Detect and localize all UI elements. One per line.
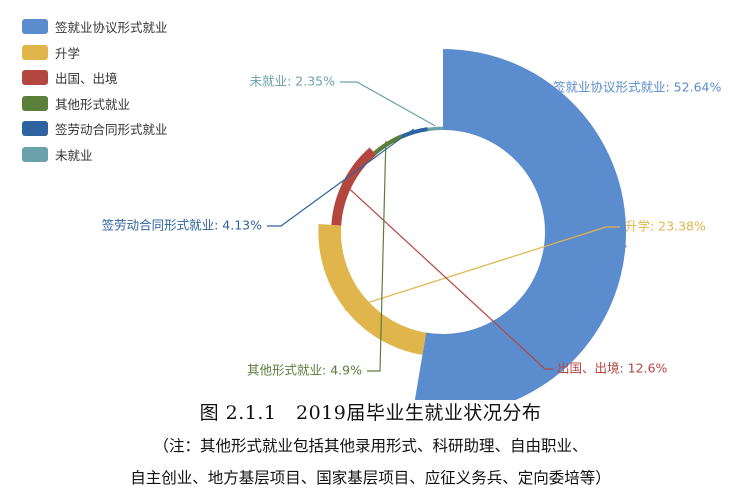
data-label-slice-5: 签劳动合同形式就业: 4.13% <box>102 218 263 233</box>
leader-line-slice-1 <box>526 87 627 248</box>
leader-line-slice-5 <box>267 128 415 227</box>
legend-swatch <box>22 44 48 60</box>
pie-slice-3[interactable] <box>331 147 377 226</box>
data-label-slice-2: 升学: 23.38% <box>625 219 706 234</box>
figure-caption-note-line2: 自主创业、地方基层项目、国家基层项目、应征义务兵、定向委培等） <box>130 469 611 487</box>
legend-label: 出国、出境 <box>55 71 118 87</box>
chart-legend: 签就业协议形式就业 升学出国、出境其他形式就业签劳动合同形式就业 未就业 <box>22 14 168 167</box>
rose-donut-chart: 签就业协议形式就业: 52.64% 升学: 23.38% 出国、出境: 12.6% 其… <box>102 49 721 400</box>
leader-line-slice-3 <box>341 181 553 370</box>
legend-swatch <box>22 95 48 111</box>
data-label-slice-4: 其他形式就业: 4.9% <box>247 363 362 378</box>
legend-label: 签就业协议形式就业 <box>55 20 168 36</box>
legend-label: 未就业 <box>55 147 93 163</box>
leader-line-slice-2 <box>344 226 620 311</box>
pie-slice-5[interactable] <box>401 127 428 139</box>
figure-caption-title: 图 2.1.1 2019届毕业生就业状况分布 <box>199 402 542 424</box>
legend-swatch <box>22 70 48 86</box>
pie-slice-1[interactable] <box>413 49 626 400</box>
legend-item-slice-4[interactable]: 其他形式就业 <box>22 91 168 117</box>
pie-slice-2[interactable] <box>318 224 427 355</box>
legend-item-slice-5[interactable]: 签劳动合同形式就业 <box>22 116 168 142</box>
leader-line-slice-4 <box>367 141 387 372</box>
legend-item-slice-6[interactable]: 未就业 <box>22 142 168 168</box>
legend-label: 其他形式就业 <box>55 96 131 112</box>
leader-line-slice-6 <box>340 81 436 127</box>
legend-item-slice-1[interactable]: 签就业协议形式就业 <box>22 14 168 40</box>
legend-swatch <box>22 19 48 35</box>
pie-slice-4[interactable] <box>373 134 403 155</box>
legend-item-slice-2[interactable]: 升学 <box>22 40 168 66</box>
data-label-slice-3: 出国、出境: 12.6% <box>557 361 668 376</box>
legend-item-slice-3[interactable]: 出国、出境 <box>22 65 168 91</box>
figure-caption-note-line1: （注：其他形式就业包括其他录用形式、科研助理、自由职业、 <box>153 437 588 455</box>
data-label-slice-6: 未就业: 2.35% <box>250 74 336 89</box>
legend-label: 升学 <box>55 45 81 61</box>
data-label-slice-1: 签就业协议形式就业: 52.64% <box>553 80 721 95</box>
pie-slice-6[interactable] <box>427 126 443 132</box>
legend-label: 签劳动合同形式就业 <box>55 122 168 138</box>
legend-swatch <box>22 146 48 162</box>
legend-swatch <box>22 121 48 137</box>
